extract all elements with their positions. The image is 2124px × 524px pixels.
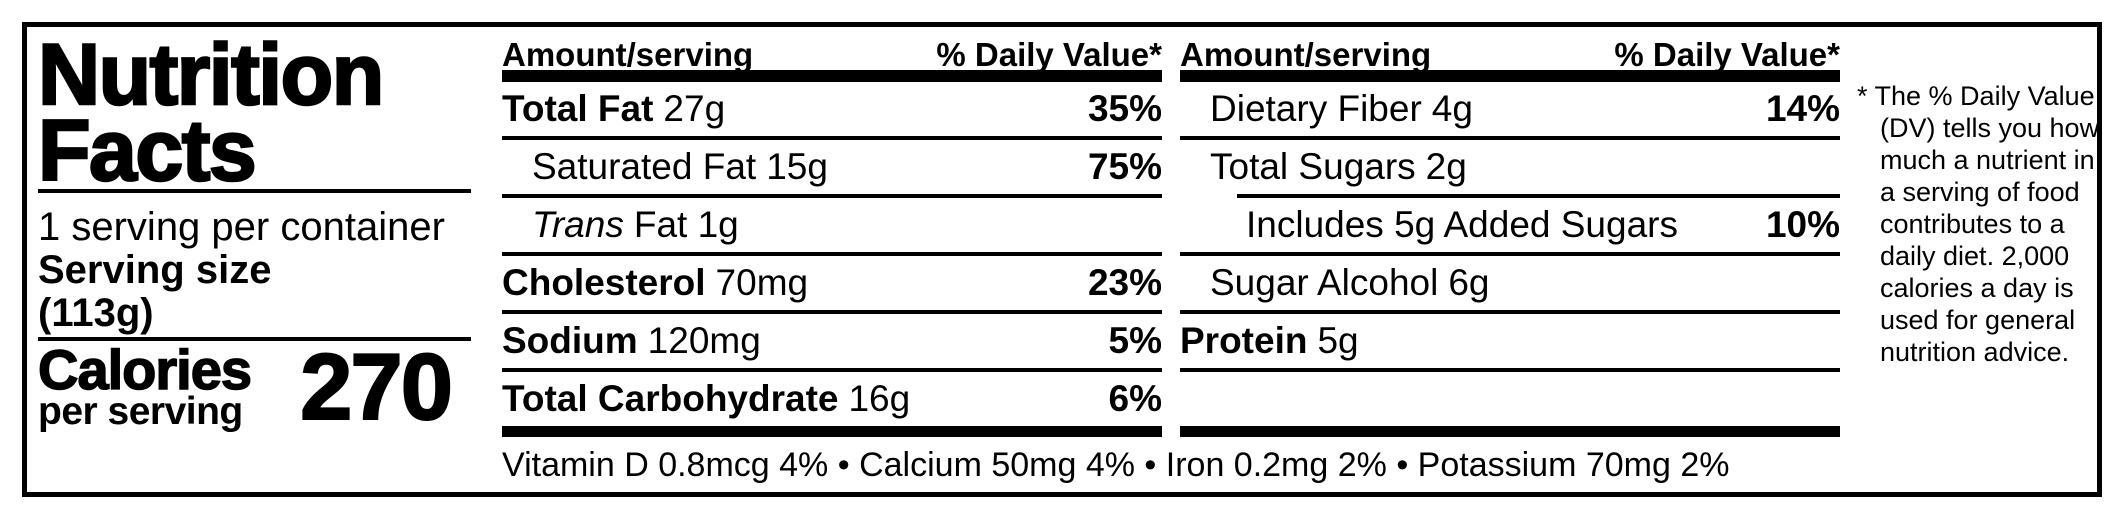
footnote-line: much a nutrient in xyxy=(1880,145,2095,175)
calories-label: Calories xyxy=(37,338,253,401)
nutrient-row-saturated-fat: Saturated Fat 15g 75% xyxy=(502,140,1162,194)
divider xyxy=(1180,310,1840,314)
nutrient-amount: 120mg xyxy=(647,320,761,361)
nutrient-row-protein: Protein 5g xyxy=(1180,314,1840,368)
daily-value-footnote: * The % Daily Value (DV) tells you how m… xyxy=(1857,80,2100,368)
nutrition-facts-panel: Nutrition Facts 1 serving per container … xyxy=(22,22,2102,497)
divider xyxy=(502,194,1162,198)
divider xyxy=(502,136,1162,140)
nutrient-name: Total Fat xyxy=(502,88,654,129)
header-daily-value: % Daily Value* xyxy=(936,36,1162,73)
calories-value: 270 xyxy=(299,334,454,439)
nutrient-name: Sugar Alcohol xyxy=(1210,262,1439,303)
header-amount-serving: Amount/serving xyxy=(1180,36,1432,73)
divider xyxy=(38,189,471,193)
title-line-1: Nutrition xyxy=(37,27,386,123)
thick-divider xyxy=(1180,426,1840,437)
nutrient-daily-value: 75% xyxy=(1087,146,1162,187)
divider xyxy=(38,337,471,341)
nutrient-amount: 15g xyxy=(766,146,828,187)
nutrient-row-total-carbohydrate: Total Carbohydrate 16g 6% xyxy=(502,372,1162,426)
nutrient-name: Protein xyxy=(1180,320,1308,361)
title-line-2: Facts xyxy=(37,103,258,199)
nutrient-amount: Fat 1g xyxy=(633,204,739,245)
nutrient-amount: 70mg xyxy=(715,262,809,303)
nutrient-daily-value: 23% xyxy=(1087,262,1162,303)
nutrient-name: Dietary Fiber xyxy=(1210,88,1422,129)
label-left-panel: Nutrition Facts 1 serving per container … xyxy=(37,27,471,439)
nutrient-amount: 27g xyxy=(663,88,726,129)
servings-per-container: 1 serving per container xyxy=(38,205,445,249)
nutrient-row-trans-fat: Trans Fat 1g xyxy=(502,198,1162,252)
nutrient-name: Cholesterol xyxy=(502,262,706,303)
divider xyxy=(1180,252,1840,256)
nutrient-row-added-sugars: Includes 5g Added Sugars 10% xyxy=(1180,198,1840,252)
footnote-line: daily diet. 2,000 xyxy=(1880,241,2070,271)
calories-row: Calories per serving 270 xyxy=(37,334,471,439)
nutrient-name: Total Carbohydrate xyxy=(502,378,839,419)
footnote-line: nutrition advice. xyxy=(1880,337,2070,367)
footnote-line: contributes to a xyxy=(1880,209,2065,239)
nutrient-row-empty xyxy=(1180,372,1840,426)
nutrient-amount: 5g xyxy=(1317,320,1359,361)
footnote-line: * The % Daily Value xyxy=(1857,81,2095,111)
nutrient-daily-value: 10% xyxy=(1765,204,1840,245)
label-title: Nutrition Facts xyxy=(37,27,471,199)
nutrient-column-2: Amount/serving % Daily Value* Dietary Fi… xyxy=(1180,36,1840,437)
nutrient-name: Saturated Fat xyxy=(532,146,757,187)
footnote-line: calories a day is xyxy=(1880,273,2074,303)
nutrient-amount: 4g xyxy=(1431,88,1473,129)
divider xyxy=(1180,368,1840,372)
calories-labels: Calories per serving xyxy=(37,338,253,433)
nutrient-row-sugar-alcohol: Sugar Alcohol 6g xyxy=(1180,256,1840,310)
header-amount-serving: Amount/serving xyxy=(502,36,754,73)
nutrient-row-total-fat: Total Fat 27g 35% xyxy=(502,82,1162,136)
nutrient-row-dietary-fiber: Dietary Fiber 4g 14% xyxy=(1180,82,1840,136)
thick-divider xyxy=(502,426,1162,437)
thick-divider xyxy=(1180,70,1840,82)
nutrient-name: Total Sugars xyxy=(1210,146,1416,187)
footnote-line: used for general xyxy=(1880,305,2076,335)
nutrient-name: Trans xyxy=(532,204,624,245)
nutrient-daily-value: 14% xyxy=(1765,88,1840,129)
nutrient-name: Includes 5g Added Sugars xyxy=(1246,204,1678,245)
micronutrients-line: Vitamin D 0.8mcg 4% • Calcium 50mg 4% • … xyxy=(502,446,1730,484)
thick-divider xyxy=(502,70,1162,82)
nutrient-amount: 2g xyxy=(1425,146,1467,187)
nutrient-column-1: Amount/serving % Daily Value* Total Fat … xyxy=(502,36,1162,437)
nutrient-row-cholesterol: Cholesterol 70mg 23% xyxy=(502,256,1162,310)
header-daily-value: % Daily Value* xyxy=(1614,36,1840,73)
nutrient-daily-value: 5% xyxy=(1108,320,1162,361)
divider xyxy=(1237,194,1840,198)
column-header: Amount/serving % Daily Value* xyxy=(1180,36,1840,73)
serving-size-label: Serving size xyxy=(38,248,272,292)
divider xyxy=(502,252,1162,256)
serving-size-value: (113g) xyxy=(38,291,154,335)
nutrient-name: Sodium xyxy=(502,320,638,361)
nutrient-row-total-sugars: Total Sugars 2g xyxy=(1180,140,1840,194)
nutrient-daily-value: 6% xyxy=(1108,378,1162,419)
footnote-line: a serving of food xyxy=(1880,177,2080,207)
nutrient-amount: 16g xyxy=(848,378,911,419)
divider xyxy=(502,310,1162,314)
nutrient-row-sodium: Sodium 120mg 5% xyxy=(502,314,1162,368)
column-header: Amount/serving % Daily Value* xyxy=(502,36,1162,73)
footnote-line: (DV) tells you how xyxy=(1880,113,2100,143)
nutrient-amount: 6g xyxy=(1448,262,1490,303)
calories-sublabel: per serving xyxy=(38,390,243,433)
nutrient-daily-value: 35% xyxy=(1087,88,1162,129)
divider xyxy=(1180,136,1840,140)
divider xyxy=(502,368,1162,372)
